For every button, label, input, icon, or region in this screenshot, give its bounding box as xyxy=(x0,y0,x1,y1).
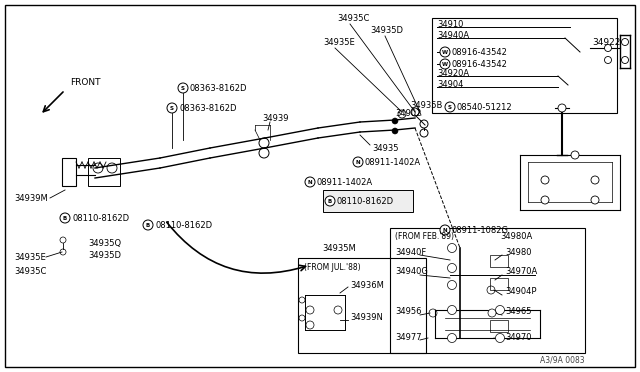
Text: N: N xyxy=(356,160,360,164)
Text: 34980: 34980 xyxy=(505,247,531,257)
Text: 34935C: 34935C xyxy=(14,267,46,276)
Circle shape xyxy=(440,47,450,57)
Circle shape xyxy=(392,128,398,134)
Circle shape xyxy=(305,177,315,187)
Circle shape xyxy=(621,57,628,64)
Circle shape xyxy=(440,225,450,235)
Text: N: N xyxy=(308,180,312,185)
Text: (FROM JUL.'88): (FROM JUL.'88) xyxy=(304,263,360,273)
Text: 34935E: 34935E xyxy=(14,253,45,262)
Bar xyxy=(390,228,585,353)
Bar xyxy=(490,278,508,290)
Text: 08916-43542: 08916-43542 xyxy=(452,48,508,57)
Text: 08911-1082G: 08911-1082G xyxy=(452,225,509,234)
Text: 08110-8162D: 08110-8162D xyxy=(155,221,212,230)
Text: S: S xyxy=(170,106,174,110)
Text: W: W xyxy=(442,61,448,67)
Circle shape xyxy=(605,57,611,64)
Circle shape xyxy=(447,244,456,253)
Text: 08110-8162D: 08110-8162D xyxy=(72,214,129,222)
Text: 34935Q: 34935Q xyxy=(88,238,121,247)
Bar xyxy=(323,190,413,212)
Text: 34980A: 34980A xyxy=(500,231,532,241)
Text: 34910: 34910 xyxy=(437,19,463,29)
Circle shape xyxy=(178,83,188,93)
Bar xyxy=(62,158,76,186)
Text: B: B xyxy=(328,199,332,203)
Text: 34956: 34956 xyxy=(395,308,422,317)
Text: 34935D: 34935D xyxy=(88,250,121,260)
Text: S: S xyxy=(181,86,185,90)
Circle shape xyxy=(495,334,504,343)
Text: 34940F: 34940F xyxy=(395,247,426,257)
Text: 34939: 34939 xyxy=(262,113,289,122)
Circle shape xyxy=(392,118,398,124)
Circle shape xyxy=(591,176,599,184)
Circle shape xyxy=(445,102,455,112)
Circle shape xyxy=(60,213,70,223)
Text: 34935E: 34935E xyxy=(323,38,355,46)
Text: 08540-51212: 08540-51212 xyxy=(457,103,513,112)
Bar xyxy=(88,158,120,186)
Text: 34922: 34922 xyxy=(592,38,620,46)
Bar xyxy=(490,255,508,267)
Text: 34935D: 34935D xyxy=(370,26,403,35)
Bar xyxy=(432,18,617,113)
Circle shape xyxy=(488,309,496,317)
Bar xyxy=(490,320,508,332)
Text: N: N xyxy=(443,228,447,232)
Text: 34940A: 34940A xyxy=(437,31,469,39)
Text: 08911-1402A: 08911-1402A xyxy=(365,157,421,167)
Circle shape xyxy=(591,196,599,204)
Circle shape xyxy=(571,151,579,159)
Circle shape xyxy=(325,196,335,206)
Text: 08363-8162D: 08363-8162D xyxy=(190,83,248,93)
Text: 34935M: 34935M xyxy=(322,244,356,253)
Text: 34904P: 34904P xyxy=(505,288,536,296)
Text: 34939M: 34939M xyxy=(14,193,48,202)
Text: 34935C: 34935C xyxy=(337,13,369,22)
Text: 08911-1402A: 08911-1402A xyxy=(317,177,373,186)
Circle shape xyxy=(541,176,549,184)
Text: 34970: 34970 xyxy=(505,334,531,343)
Text: 08110-8162D: 08110-8162D xyxy=(337,196,394,205)
Text: FRONT: FRONT xyxy=(70,77,100,87)
Text: W: W xyxy=(442,49,448,55)
Text: 34939N: 34939N xyxy=(350,314,383,323)
Text: 08363-8162D: 08363-8162D xyxy=(179,103,237,112)
Circle shape xyxy=(167,103,177,113)
Circle shape xyxy=(447,305,456,314)
Text: 34977: 34977 xyxy=(395,334,422,343)
Bar xyxy=(298,258,426,353)
Circle shape xyxy=(605,45,611,51)
Text: 34965: 34965 xyxy=(505,308,531,317)
Circle shape xyxy=(447,263,456,273)
Text: 34920A: 34920A xyxy=(437,68,469,77)
Circle shape xyxy=(143,220,153,230)
Text: 34936M: 34936M xyxy=(350,280,384,289)
Text: B: B xyxy=(146,222,150,228)
Text: B: B xyxy=(63,215,67,221)
Text: S: S xyxy=(448,105,452,109)
Circle shape xyxy=(447,334,456,343)
Circle shape xyxy=(541,196,549,204)
Text: 34940G: 34940G xyxy=(395,267,428,276)
Text: 34904: 34904 xyxy=(437,80,463,89)
Circle shape xyxy=(447,280,456,289)
Text: 08916-43542: 08916-43542 xyxy=(452,60,508,68)
Text: 34970A: 34970A xyxy=(505,267,537,276)
Text: (FROM FEB.'89): (FROM FEB.'89) xyxy=(395,231,454,241)
Circle shape xyxy=(495,305,504,314)
Text: 34935B: 34935B xyxy=(410,100,442,109)
Text: A3/9A 0083: A3/9A 0083 xyxy=(540,356,584,365)
Circle shape xyxy=(353,157,363,167)
Text: 34935: 34935 xyxy=(372,144,399,153)
Circle shape xyxy=(440,59,450,69)
Circle shape xyxy=(621,38,628,45)
Text: 34902: 34902 xyxy=(395,109,421,118)
Circle shape xyxy=(558,104,566,112)
